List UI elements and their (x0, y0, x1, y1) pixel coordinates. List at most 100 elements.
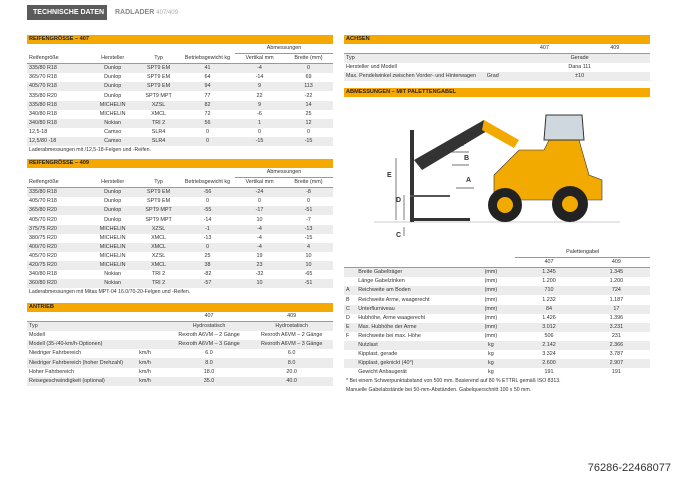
cell: MICHELIN (88, 260, 138, 271)
cell: 405/70 R18 (29, 198, 57, 205)
table-row: 405/70 R18 Dunlop SPT9 EM 94 9 113 (27, 82, 333, 92)
cell: Gewicht Anbaugerät (358, 369, 407, 376)
cell: 20.0 (286, 368, 297, 375)
cell: Hydrostatisch (167, 321, 251, 332)
table-row: B Reichweite Arme, waagerecht (mm) 1.232 1.1… (344, 295, 650, 304)
cell: 400/70 R20 (27, 242, 89, 252)
cell: -17 (235, 206, 284, 216)
dimension-letters: A B C D E F (387, 141, 471, 239)
cell: (mm) (466, 322, 516, 332)
cell: 0 (206, 198, 209, 205)
cell: 12 (284, 118, 333, 128)
cell: 23 (235, 260, 284, 271)
cell: 72 (204, 110, 211, 117)
table-row: C Unterflurniveau (mm) 84 17 (344, 304, 650, 314)
group-row: Abmessungen (27, 44, 333, 55)
cell: 0 (206, 128, 209, 135)
cell: 10 (235, 279, 284, 289)
cell: Typ (344, 53, 485, 64)
cell: -13 (203, 234, 212, 241)
cell: -4 (235, 242, 284, 252)
cell: XZSL (137, 100, 180, 110)
cell: 506 (544, 332, 554, 339)
cell: 12,5/80 -18 (27, 136, 89, 147)
cell: 38 (179, 260, 236, 271)
cell: 1.396 (609, 314, 624, 321)
cell: Rexroth A6VM – 3 Gänge (167, 340, 251, 350)
cell: 1.345 (515, 267, 583, 278)
cell: Nutzlast (356, 340, 467, 351)
table-row: Reisegeschwindigkeit (optional) km/h 35.0 4… (27, 376, 333, 386)
table-row: Gewicht Anbaugerät kg 191 191 (344, 368, 650, 377)
section-bar: ANTRIEB (27, 303, 333, 312)
cell: 41 (179, 63, 236, 74)
table-row: Kipplast, geknickt (40°) kg 2.600 2.907 (344, 359, 650, 369)
cell: Dunlop (104, 216, 122, 223)
cell: (mm) (484, 296, 498, 303)
table-row: 360/80 R20 Nokian TRI 2 -57 10 -51 (27, 279, 333, 289)
cell: Nokian (88, 279, 138, 289)
cell: Reisegeschwindigkeit (optional) (27, 376, 138, 386)
cell: Max. Pendelwinkel zwischen Vorder- und H… (344, 72, 485, 82)
header-row: Reifengröße Hersteller Typ Betriebsgewicht … (27, 177, 333, 189)
cell: 1 (235, 118, 284, 128)
cell: Hoher Fahrbereich (29, 368, 74, 375)
table-note: * Bei einem Schwerpunktabstand von 500 m… (346, 378, 561, 385)
cell: C (344, 304, 357, 314)
table-row: 420/75 R20 MICHELIN XMCL 38 23 10 (27, 260, 333, 271)
cell: 0 (307, 198, 310, 205)
cell: 9 (235, 82, 284, 92)
table-row: E Max. Hubhöhe der Arme (mm) 3.012 3.231 (344, 322, 650, 332)
cell: Hersteller und Modell (346, 64, 397, 71)
column-header: Typ (137, 53, 180, 65)
cell: 10 (305, 252, 312, 259)
cell (356, 257, 467, 269)
table-row: 365/70 R18 Dunlop SPT9 EM 64 -14 69 (27, 73, 333, 82)
cell (137, 340, 168, 350)
cell: Reichweite am Boden (356, 286, 467, 296)
cell: Dunlop (104, 92, 122, 99)
cell: MICHELIN (88, 224, 138, 234)
table-row: 340/80 R18 MICHELIN XMCL 72 -6 25 (27, 110, 333, 119)
cell: km/h (137, 376, 168, 386)
cell: 340/80 R18 (29, 110, 57, 117)
cell (485, 63, 509, 72)
cell: -6 (257, 110, 262, 117)
cell: 113 (284, 82, 333, 92)
cell: SPT9 EM (137, 187, 180, 198)
cell: (mm) (466, 286, 516, 296)
cell: km/h (139, 368, 151, 375)
cell: km/h (137, 358, 168, 368)
cell: 35.0 (167, 376, 251, 386)
cell: SPT9 MPT (137, 206, 180, 216)
cell: 64 (204, 74, 211, 81)
cell: Kipplast, gerade (358, 351, 398, 358)
cell: 724 (582, 286, 650, 296)
table: Abmessungen Reifengröße Hersteller Typ Betri… (27, 168, 333, 289)
cell: 1.200 (609, 278, 624, 285)
cell: 365/80 R20 (27, 206, 89, 216)
cell: -56 (179, 187, 236, 198)
cell (88, 168, 137, 178)
cell (344, 257, 357, 269)
cell: 0 (258, 128, 262, 135)
cell (344, 277, 356, 286)
cell: 2.142 (515, 340, 583, 351)
cell: 405/70 R20 (29, 252, 57, 259)
table-row: Hoher Fahrbereich km/h 18.0 20.0 (27, 368, 333, 377)
table-note: Laderabmessungen mit Mitas MPT-04 16.0/7… (29, 289, 191, 296)
table-row: 340/80 R18 Nokian TRI 2 -82 -32 -65 (27, 270, 333, 279)
table-row: Hersteller und Modell Dana 111 (344, 63, 650, 72)
cell: Typ (27, 321, 138, 332)
heading-title: RADLADER (115, 9, 155, 16)
cell: SPT9 EM (137, 63, 180, 74)
cell: 17 (582, 304, 650, 314)
cell: 94 (179, 82, 236, 92)
section-bar: REIFENGRÖSSE – 407 (27, 35, 333, 44)
column-header: Typ (137, 177, 180, 189)
page-heading: RADLADER 407/409 (115, 5, 178, 20)
cell (344, 350, 356, 359)
cell: -22 (304, 92, 313, 99)
cell: SPT9 EM (147, 74, 171, 81)
table-row: Niedriger Fahrbereich km/h 6.0 6.0 (27, 349, 333, 358)
